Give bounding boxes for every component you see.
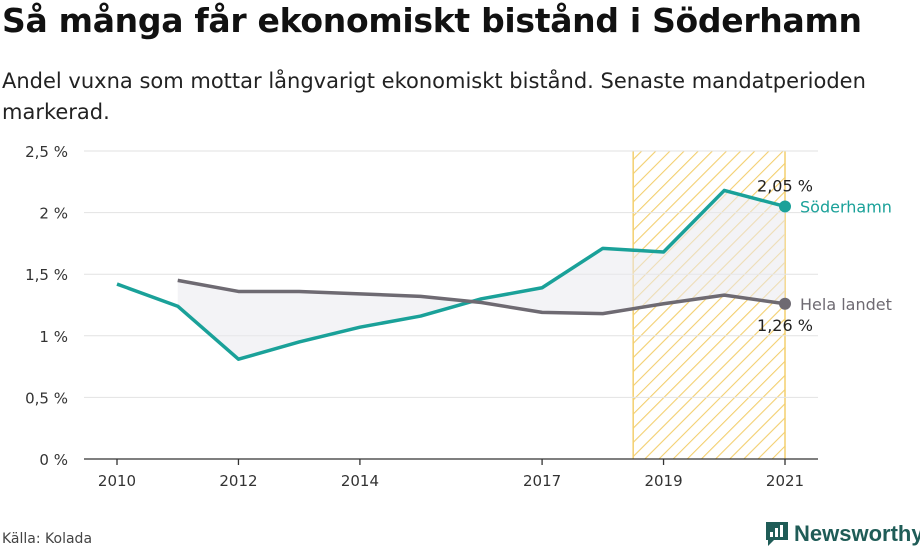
series-label-hela-landet: Hela landet: [800, 295, 892, 314]
x-tick-label: 2010: [98, 472, 136, 490]
end-marker-hela-landet: [779, 297, 791, 310]
x-tick-label: 2012: [219, 472, 257, 490]
end-marker-soderhamn: [779, 200, 791, 213]
newsworthy-logo-icon: [766, 522, 788, 546]
end-value-label-hela-landet: 1,26 %: [757, 316, 813, 335]
y-tick-label: 1,5 %: [25, 266, 68, 284]
series-label-soderhamn: Söderhamn: [800, 197, 892, 216]
x-tick-label: 2017: [523, 472, 561, 490]
series-line-soderhamn: [116, 188, 786, 361]
brand-name: Newsworthy: [794, 521, 920, 546]
gap-area: [177, 190, 785, 360]
y-tick-label: 0 %: [39, 451, 68, 469]
source-note: Källa: Kolada: [2, 531, 93, 547]
y-tick-label: 1 %: [39, 328, 68, 346]
y-tick-label: 2,5 %: [25, 143, 68, 161]
y-tick-label: 0,5 %: [25, 389, 68, 407]
chart-subtitle: Andel vuxna som mottar långvarigt ekonom…: [2, 69, 866, 124]
y-tick-label: 2 %: [39, 205, 68, 223]
x-tick-label: 2019: [644, 472, 682, 490]
end-value-label-soderhamn: 2,05 %: [757, 176, 813, 195]
chart-title: Så många får ekonomiskt bistånd i Söderh…: [2, 1, 862, 40]
x-tick-label: 2021: [766, 472, 804, 490]
x-tick-label: 2014: [341, 472, 379, 490]
newsworthy-logo: Newsworthy: [764, 520, 920, 548]
